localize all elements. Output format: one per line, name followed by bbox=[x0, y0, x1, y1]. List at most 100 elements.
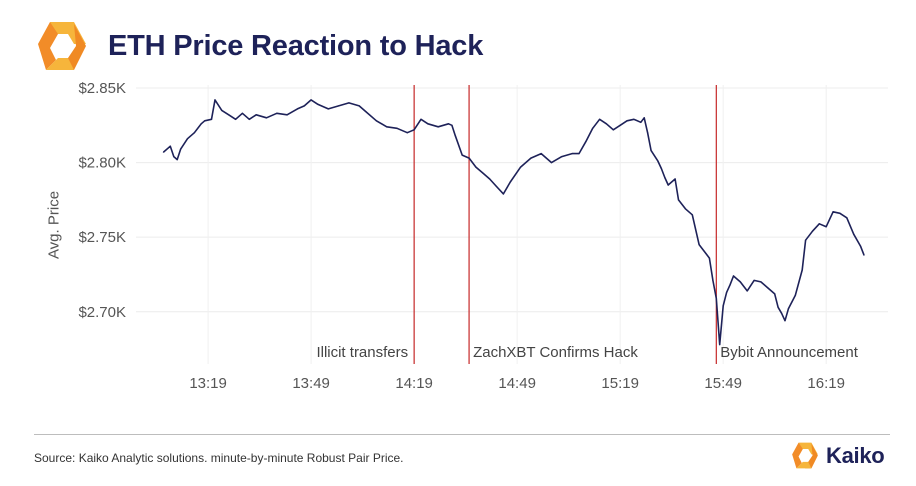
price-point bbox=[626, 120, 628, 122]
price-point bbox=[204, 120, 206, 122]
x-tick-label: 15:49 bbox=[704, 375, 742, 392]
price-point bbox=[210, 118, 213, 120]
price-point bbox=[715, 297, 717, 299]
price-point bbox=[784, 320, 786, 322]
price-point bbox=[228, 114, 230, 116]
price-point bbox=[193, 132, 195, 134]
y-tick-label: $2.80K bbox=[78, 155, 126, 172]
price-point bbox=[647, 132, 649, 134]
price-point bbox=[677, 199, 680, 201]
price-point bbox=[162, 151, 165, 153]
price-point bbox=[691, 214, 693, 216]
price-point bbox=[454, 135, 456, 137]
price-point bbox=[550, 161, 553, 164]
price-point bbox=[794, 294, 796, 296]
price-point bbox=[732, 275, 735, 277]
price-point bbox=[729, 284, 731, 286]
price-point bbox=[605, 123, 608, 125]
price-point bbox=[811, 230, 814, 232]
price-point bbox=[739, 281, 741, 283]
price-point bbox=[585, 141, 587, 143]
price-point bbox=[571, 153, 573, 155]
x-tick-label: 15:19 bbox=[601, 375, 639, 392]
price-point bbox=[375, 120, 377, 122]
price-point bbox=[461, 154, 463, 156]
price-point bbox=[358, 105, 360, 107]
price-point bbox=[804, 239, 807, 241]
price-point bbox=[592, 127, 594, 129]
price-point bbox=[722, 305, 724, 307]
price-point bbox=[863, 254, 865, 256]
y-tick-label: $2.70K bbox=[78, 304, 126, 321]
price-point bbox=[684, 208, 687, 210]
price-point bbox=[310, 99, 312, 101]
price-point bbox=[746, 290, 748, 292]
price-point bbox=[348, 102, 350, 104]
price-point bbox=[853, 233, 855, 235]
price-point bbox=[276, 112, 278, 114]
price-point bbox=[708, 257, 711, 259]
price-point bbox=[482, 172, 484, 174]
price-point bbox=[248, 118, 250, 120]
price-point bbox=[447, 123, 450, 125]
price-point bbox=[633, 118, 635, 120]
price-point bbox=[176, 158, 178, 161]
price-point bbox=[859, 245, 862, 247]
price-point bbox=[386, 126, 388, 128]
brand: Kaiko bbox=[790, 441, 885, 471]
price-point bbox=[286, 114, 288, 116]
price-point bbox=[578, 153, 580, 155]
price-point bbox=[317, 103, 319, 105]
price-point bbox=[365, 111, 367, 113]
price-point bbox=[780, 312, 783, 314]
price-point bbox=[825, 226, 827, 228]
y-tick-label: $2.85K bbox=[78, 80, 126, 97]
price-point bbox=[502, 193, 505, 195]
footer-divider bbox=[34, 434, 890, 435]
price-point bbox=[468, 157, 470, 159]
price-point bbox=[839, 212, 841, 214]
price-point bbox=[519, 166, 522, 168]
price-chart: $2.70K $2.75K $2.80K $2.85K 13:19 13:49 14:19 1… bbox=[78, 80, 888, 392]
price-point bbox=[760, 281, 762, 283]
price-point bbox=[296, 108, 298, 110]
price-point bbox=[561, 156, 563, 158]
price-point bbox=[777, 306, 779, 308]
x-tick-label: 14:49 bbox=[498, 375, 536, 392]
x-tick-label: 16:19 bbox=[807, 375, 845, 392]
price-series-line bbox=[162, 99, 865, 346]
source-note: Source: Kaiko Analytic solutions. minute… bbox=[34, 451, 404, 465]
price-point bbox=[753, 279, 755, 282]
price-point bbox=[221, 109, 223, 111]
price-point bbox=[406, 132, 408, 134]
price-point bbox=[327, 108, 329, 110]
price-point bbox=[265, 117, 268, 119]
price-point bbox=[255, 114, 257, 116]
price-point bbox=[598, 118, 601, 120]
price-point bbox=[650, 150, 652, 152]
price-point bbox=[698, 244, 700, 246]
price-point bbox=[664, 176, 666, 179]
price-point bbox=[200, 123, 202, 125]
brand-name: Kaiko bbox=[826, 443, 885, 468]
page-title: ETH Price Reaction to Hack bbox=[108, 30, 484, 62]
y-tick-label: $2.75K bbox=[78, 229, 126, 246]
price-point bbox=[186, 138, 189, 140]
price-point bbox=[241, 112, 244, 114]
price-point bbox=[643, 117, 645, 119]
kaiko-hexagon-icon bbox=[792, 442, 818, 469]
price-point bbox=[712, 279, 714, 282]
price-point bbox=[495, 185, 498, 188]
price-point bbox=[832, 211, 834, 213]
price-point bbox=[509, 181, 511, 183]
price-point bbox=[396, 127, 398, 129]
price-point bbox=[475, 166, 477, 168]
price-point bbox=[640, 121, 642, 123]
price-point bbox=[214, 99, 216, 101]
x-tick-label: 13:49 bbox=[292, 375, 330, 392]
event-label: Illicit transfers bbox=[316, 344, 408, 361]
price-point bbox=[660, 167, 662, 170]
price-point bbox=[303, 105, 305, 107]
price-point bbox=[530, 157, 532, 159]
price-point bbox=[801, 269, 803, 271]
